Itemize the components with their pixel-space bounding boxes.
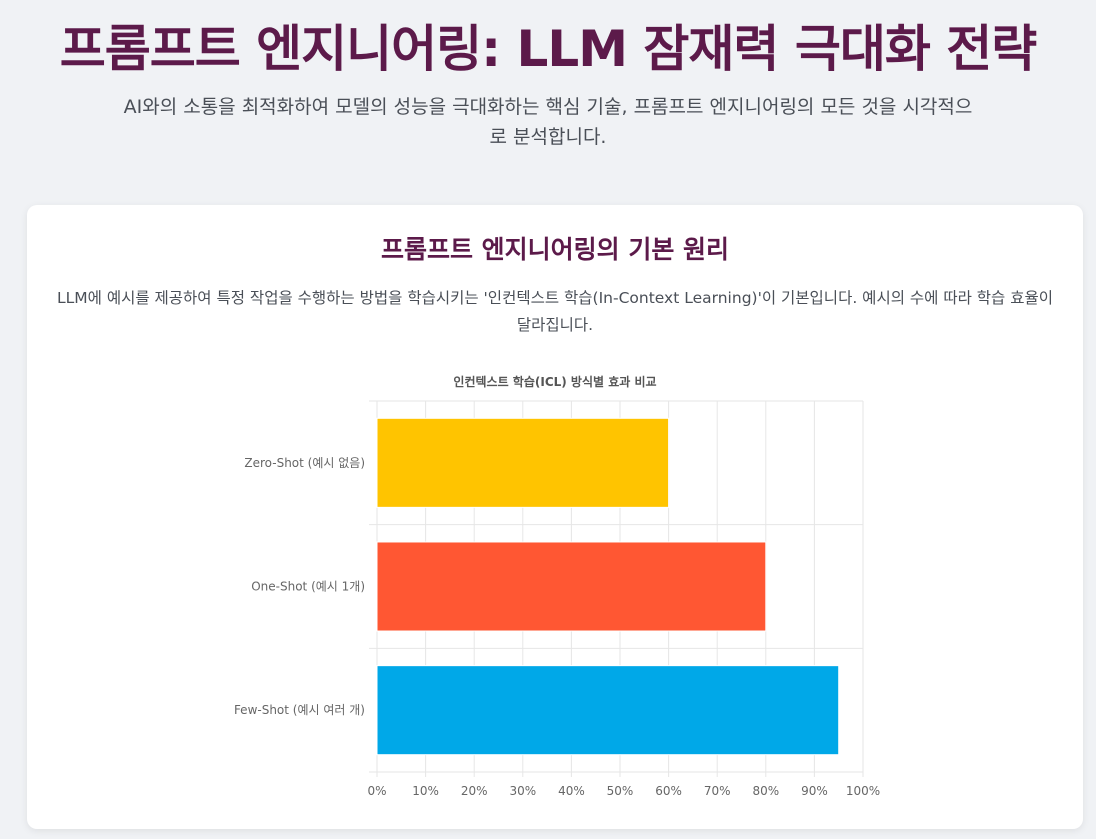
x-tick-label: 20% (461, 784, 488, 798)
x-tick-label: 70% (704, 784, 731, 798)
bar[interactable] (376, 417, 670, 508)
page-title: 프롬프트 엔지니어링: LLM 잠재력 극대화 전략 (59, 20, 1038, 78)
icl-bar-chart: 인컨텍스트 학습(ICL) 방식별 효과 비교 Zero-Shot (예시 없음… (234, 374, 880, 798)
chart-category-labels: Zero-Shot (예시 없음) One-Shot (예시 1개) Few-Sho… (234, 456, 365, 717)
x-tick-label: 30% (509, 784, 536, 798)
x-tick-label: 100% (846, 784, 880, 798)
page-subtitle: AI와의 소통을 최적화하여 모델의 성능을 극대화하는 핵심 기술, 프롬프트… (123, 96, 973, 148)
x-tick-label: 90% (801, 784, 828, 798)
chart-bars (376, 417, 840, 756)
chart-title: 인컨텍스트 학습(ICL) 방식별 효과 비교 (453, 374, 656, 389)
category-label: Few-Shot (예시 여러 개) (234, 703, 365, 717)
section-title: 프롬프트 엔지니어링의 기본 원리 (380, 235, 730, 264)
x-tick-label: 0% (367, 784, 386, 798)
x-tick-label: 80% (752, 784, 779, 798)
principles-card: 프롬프트 엔지니어링의 기본 원리 LLM에 예시를 제공하여 특정 작업을 수… (27, 205, 1083, 829)
bar[interactable] (376, 541, 767, 632)
x-tick-label: 50% (607, 784, 634, 798)
section-description: LLM에 예시를 제공하여 특정 작업을 수행하는 방법을 학습시키는 '인컨텍… (56, 289, 1054, 334)
x-tick-label: 40% (558, 784, 585, 798)
chart-x-tick-labels: 0% 10% 20% 30% 40% 50% 60% 70% 80% 90% 100% (367, 784, 880, 798)
category-label: One-Shot (예시 1개) (251, 580, 365, 594)
bar[interactable] (376, 665, 840, 756)
x-tick-label: 60% (655, 784, 682, 798)
x-tick-label: 10% (412, 784, 439, 798)
category-label: Zero-Shot (예시 없음) (244, 456, 365, 470)
